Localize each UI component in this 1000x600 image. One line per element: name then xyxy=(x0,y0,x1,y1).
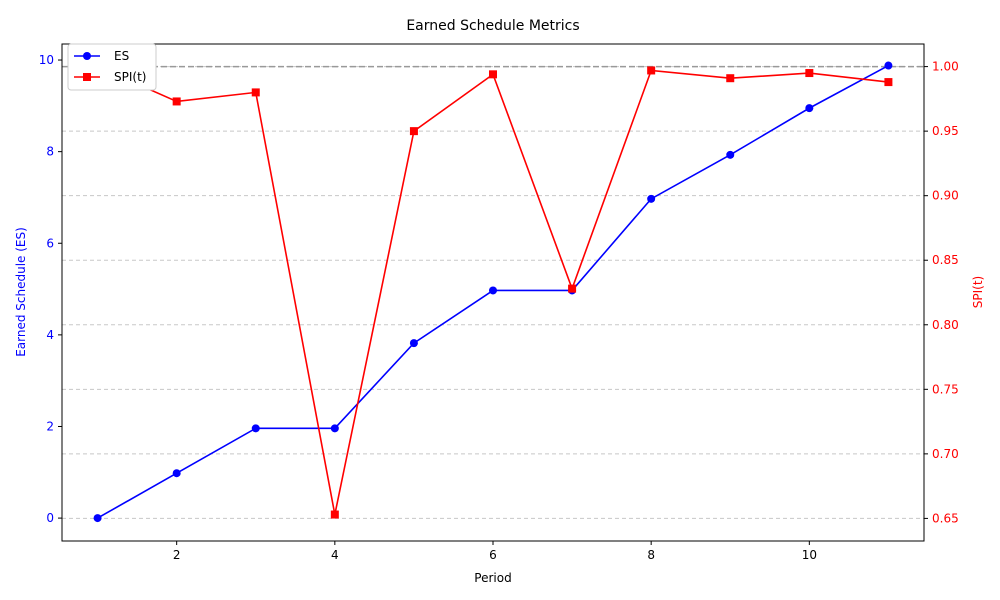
right-tick-label: 0.85 xyxy=(932,253,959,267)
right-tick-label: 0.65 xyxy=(932,511,959,525)
x-tick-label: 6 xyxy=(489,548,497,562)
series-es-group xyxy=(93,61,893,523)
series-spi-point xyxy=(330,510,339,519)
x-tick-label: 4 xyxy=(331,548,339,562)
series-spi-point xyxy=(409,127,418,136)
right-axis-label: SPI(t) xyxy=(971,276,985,308)
x-tick-label: 10 xyxy=(802,548,817,562)
right-tick-label: 0.95 xyxy=(932,124,959,138)
series-spi-point xyxy=(805,69,814,78)
right-tick-label: 0.70 xyxy=(932,447,959,461)
left-tick-label: 8 xyxy=(46,145,54,159)
left-tick-label: 2 xyxy=(46,419,54,433)
left-tick-label: 6 xyxy=(46,236,54,250)
series-es-point xyxy=(172,469,181,478)
legend-spi-label: SPI(t) xyxy=(114,70,146,84)
x-tick-label: 2 xyxy=(173,548,181,562)
left-tick-label: 4 xyxy=(46,328,54,342)
x-axis-ticks: 2 4 6 8 10 xyxy=(173,541,817,562)
right-axis-ticks: 0.65 0.70 0.75 0.80 0.85 0.90 0.95 1.00 xyxy=(924,60,959,525)
grid xyxy=(62,66,924,519)
series-es-point xyxy=(805,104,814,113)
series-es-point xyxy=(647,194,656,203)
legend-es-marker xyxy=(83,52,91,60)
x-tick-label: 8 xyxy=(647,548,655,562)
series-es-point xyxy=(93,514,102,523)
x-axis-label: Period xyxy=(474,571,511,585)
legend-spi-marker xyxy=(83,73,91,81)
right-tick-label: 0.75 xyxy=(932,382,959,396)
series-spi-point xyxy=(489,70,497,79)
right-tick-label: 0.80 xyxy=(932,318,959,332)
series-spi-point xyxy=(172,97,181,106)
right-tick-label: 1.00 xyxy=(932,60,959,74)
series-es-point xyxy=(884,61,893,70)
series-spi-point xyxy=(726,74,735,83)
series-es-point xyxy=(330,424,339,433)
series-spi-point xyxy=(251,88,260,97)
right-tick-label: 0.90 xyxy=(932,189,959,203)
left-axis-ticks: 0 2 4 6 8 10 xyxy=(39,53,62,525)
series-es-point xyxy=(726,150,735,159)
legend: ES SPI(t) xyxy=(67,43,157,91)
legend-es-label: ES xyxy=(114,49,129,63)
series-es-point xyxy=(409,339,418,348)
left-tick-label: 10 xyxy=(39,53,54,67)
series-es-point xyxy=(489,286,497,295)
left-tick-label: 0 xyxy=(46,511,54,525)
series-es-point xyxy=(251,424,260,433)
series-spi-point xyxy=(568,284,577,293)
series-spi-point xyxy=(884,78,893,87)
series-spi-point xyxy=(647,66,656,75)
left-axis-label: Earned Schedule (ES) xyxy=(14,227,28,357)
chart-title: Earned Schedule Metrics xyxy=(406,18,579,34)
